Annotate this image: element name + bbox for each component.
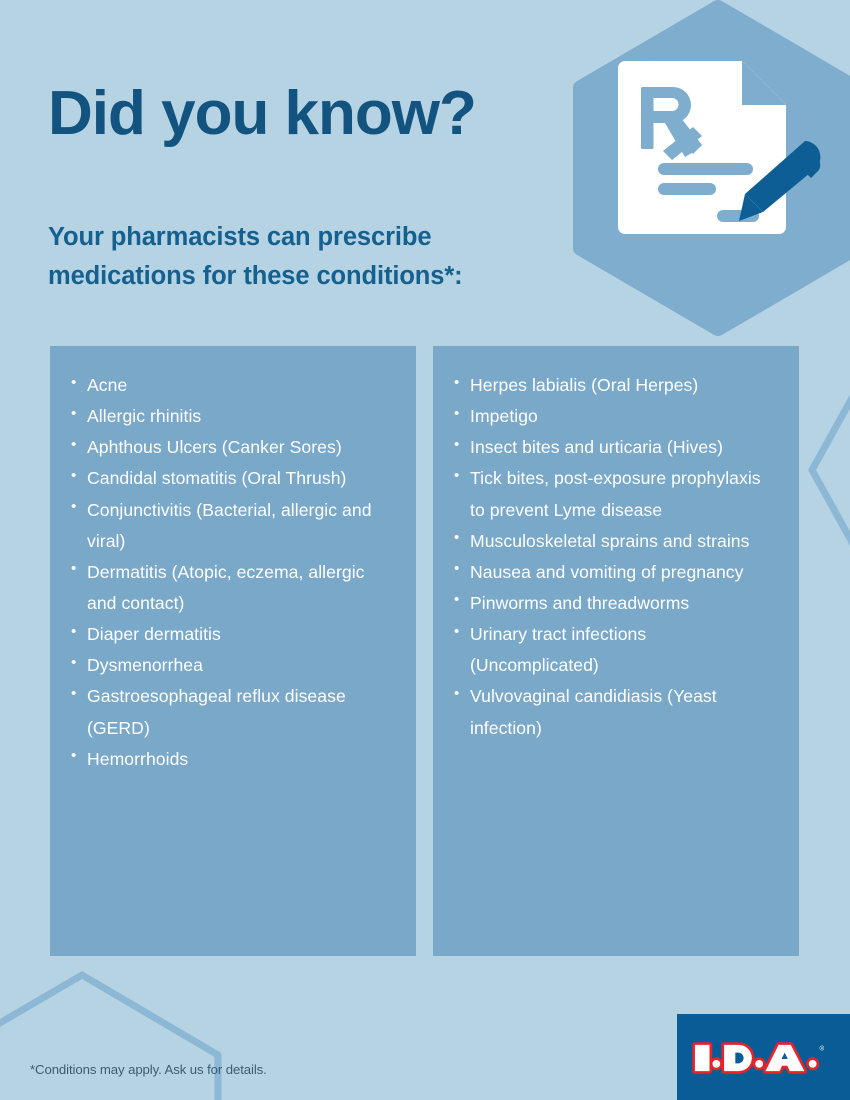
conditions-panel-right: Herpes labialis (Oral Herpes) Impetigo I…	[433, 346, 799, 956]
list-item: Allergic rhinitis	[70, 401, 396, 432]
list-item: Aphthous Ulcers (Canker Sores)	[70, 432, 396, 463]
registered-mark: ®	[819, 1045, 824, 1053]
list-item: Urinary tract infections (Uncomplicated)	[453, 619, 779, 681]
ida-pharmacy-logo: ®	[677, 1014, 850, 1100]
conditions-panel-left: Acne Allergic rhinitis Aphthous Ulcers (…	[50, 346, 416, 956]
list-item: Insect bites and urticaria (Hives)	[453, 432, 779, 463]
list-item: Hemorrhoids	[70, 743, 396, 775]
list-item: Dermatitis (Atopic, eczema, allergic and…	[70, 556, 396, 619]
list-item: Herpes labialis (Oral Herpes)	[453, 369, 779, 401]
prescription-document-with-pencil-icon	[600, 5, 840, 325]
list-item: Diaper dermatitis	[70, 619, 396, 650]
document-folded-corner	[742, 61, 786, 105]
hexagon-outline-bottom-left	[0, 971, 222, 1100]
list-item: Acne	[70, 369, 396, 401]
conditions-list-right: Herpes labialis (Oral Herpes) Impetigo I…	[453, 369, 779, 744]
list-item: Vulvovaginal candidiasis (Yeast infectio…	[453, 681, 779, 743]
conditions-panels: Acne Allergic rhinitis Aphthous Ulcers (…	[50, 346, 800, 956]
pencil-icon	[739, 141, 821, 221]
list-item: Tick bites, post-exposure prophylaxis to…	[453, 463, 779, 525]
list-item: Candidal stomatitis (Oral Thrush)	[70, 463, 396, 494]
document-text-line-1	[658, 163, 753, 175]
ida-logo-mark: ®	[692, 1042, 824, 1074]
page-title: Did you know?	[48, 79, 477, 148]
list-item: Dysmenorrhea	[70, 650, 396, 681]
hexagon-outline-right	[808, 394, 850, 546]
conditions-list-left: Acne Allergic rhinitis Aphthous Ulcers (…	[70, 369, 396, 775]
list-item: Pinworms and threadworms	[453, 587, 779, 619]
document-text-line-2	[658, 183, 716, 195]
rx-symbol-icon	[641, 87, 702, 160]
list-item: Impetigo	[453, 401, 779, 432]
list-item: Gastroesophageal reflux disease (GERD)	[70, 681, 396, 743]
list-item: Musculoskeletal sprains and strains	[453, 525, 779, 557]
list-item: Conjunctivitis (Bacterial, allergic and …	[70, 494, 396, 557]
footnote-disclaimer: *Conditions may apply. Ask us for detail…	[30, 1062, 267, 1077]
list-item: Nausea and vomiting of pregnancy	[453, 556, 779, 588]
page-subtitle: Your pharmacists can prescribe medicatio…	[48, 223, 463, 290]
